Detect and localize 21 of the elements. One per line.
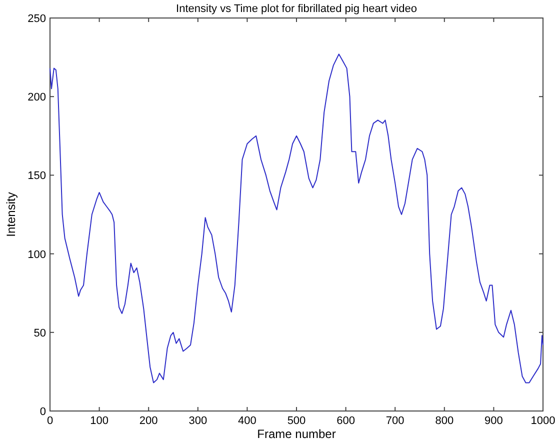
y-tick-label: 250 xyxy=(28,13,46,25)
x-tick-label: 900 xyxy=(484,415,503,427)
y-tick-label: 100 xyxy=(28,248,46,261)
y-tick-label: 0 xyxy=(40,406,46,418)
x-tick-label: 400 xyxy=(238,415,256,427)
x-tick-label: 700 xyxy=(386,415,404,427)
x-tick-label: 300 xyxy=(188,415,208,427)
x-tick-label: 1000 xyxy=(530,415,555,427)
x-tick-label: 100 xyxy=(90,415,108,427)
y-tick-label: 150 xyxy=(28,170,46,182)
y-tick-label: 50 xyxy=(34,327,46,340)
x-axis-title: Frame number xyxy=(257,427,336,441)
y-axis-title: Intensity xyxy=(4,192,18,237)
x-tick-label: 500 xyxy=(287,415,306,427)
chart-title: Intensity vs Time plot for fibrillated pig heart video xyxy=(176,3,417,15)
x-tick-label: 200 xyxy=(139,415,158,427)
x-tick-label: 0 xyxy=(46,415,54,427)
line-series xyxy=(50,54,544,384)
x-tick-label: 800 xyxy=(435,415,454,427)
x-tick-label: 600 xyxy=(336,415,355,427)
y-tick-label: 200 xyxy=(28,92,46,104)
